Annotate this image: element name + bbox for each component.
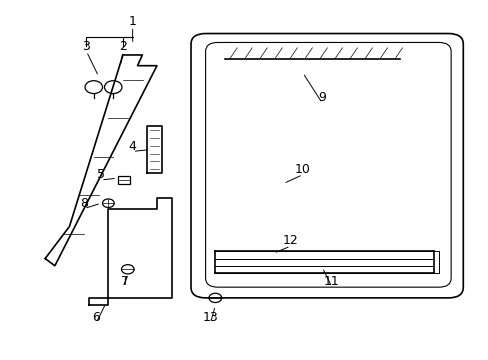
Text: 2: 2 — [119, 40, 126, 53]
Text: 11: 11 — [324, 275, 339, 288]
Text: 6: 6 — [92, 311, 100, 324]
Text: 12: 12 — [282, 234, 298, 247]
Text: 10: 10 — [294, 163, 310, 176]
Text: 9: 9 — [318, 91, 325, 104]
Bar — [118, 176, 130, 184]
Text: 4: 4 — [128, 140, 136, 153]
Text: 13: 13 — [202, 311, 218, 324]
Text: 1: 1 — [128, 14, 136, 27]
Text: 5: 5 — [97, 168, 105, 181]
Text: 7: 7 — [121, 275, 129, 288]
Text: 8: 8 — [80, 197, 88, 210]
Text: 3: 3 — [82, 40, 90, 53]
